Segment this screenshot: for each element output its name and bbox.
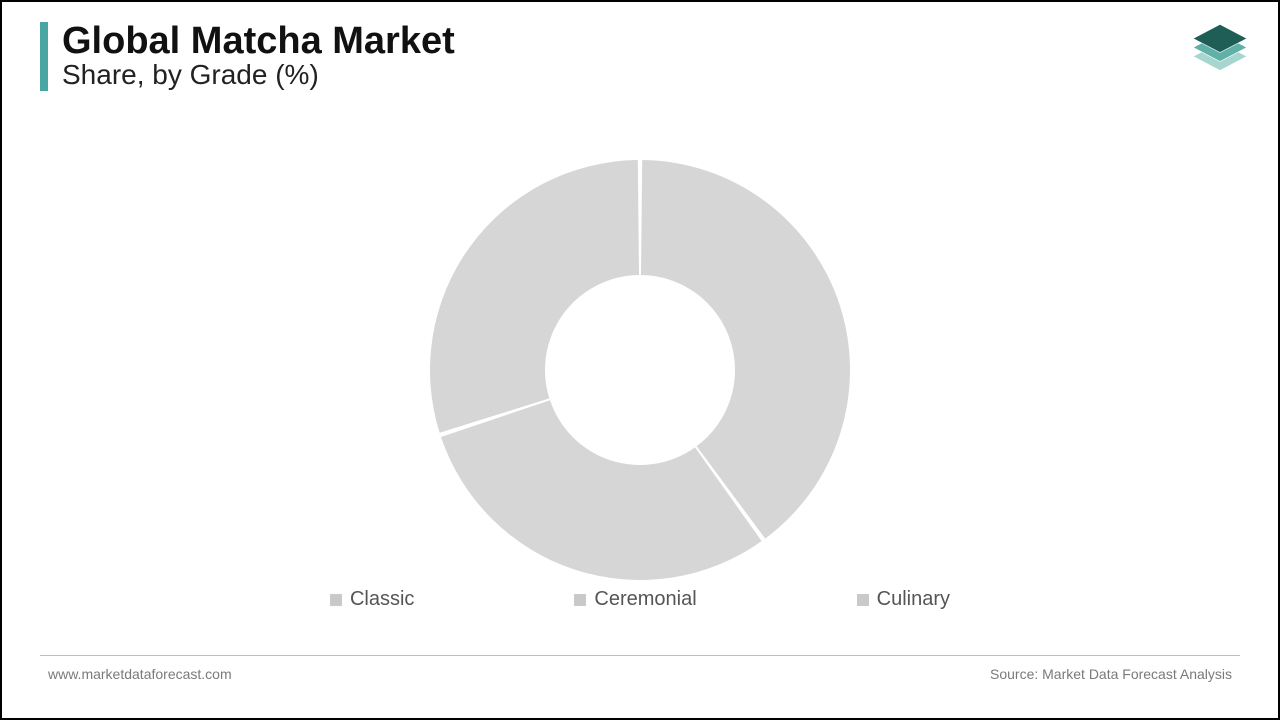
page-subtitle: Share, by Grade (%)	[62, 60, 455, 91]
footer-url: www.marketdataforecast.com	[48, 666, 232, 682]
title-accent-bar	[40, 22, 48, 91]
legend-swatch	[857, 594, 869, 606]
title-block: Global Matcha Market Share, by Grade (%)	[40, 22, 455, 91]
brand-logo	[1188, 18, 1252, 82]
donut-slice	[441, 400, 762, 580]
legend-label: Ceremonial	[594, 588, 696, 611]
legend-swatch	[574, 594, 586, 606]
donut-chart	[0, 150, 1280, 595]
chart-legend: Classic Ceremonial Culinary	[0, 588, 1280, 611]
title-text-group: Global Matcha Market Share, by Grade (%)	[62, 22, 455, 91]
page-title: Global Matcha Market	[62, 22, 455, 62]
legend-item: Classic	[330, 588, 414, 611]
footer-source: Source: Market Data Forecast Analysis	[990, 666, 1232, 682]
layers-icon	[1188, 18, 1252, 82]
legend-item: Culinary	[857, 588, 950, 611]
legend-label: Culinary	[877, 588, 950, 611]
legend-item: Ceremonial	[574, 588, 696, 611]
legend-label: Classic	[350, 588, 414, 611]
donut-slice	[430, 160, 639, 433]
legend-swatch	[330, 594, 342, 606]
donut-svg	[410, 150, 870, 590]
footer-divider	[40, 655, 1240, 656]
